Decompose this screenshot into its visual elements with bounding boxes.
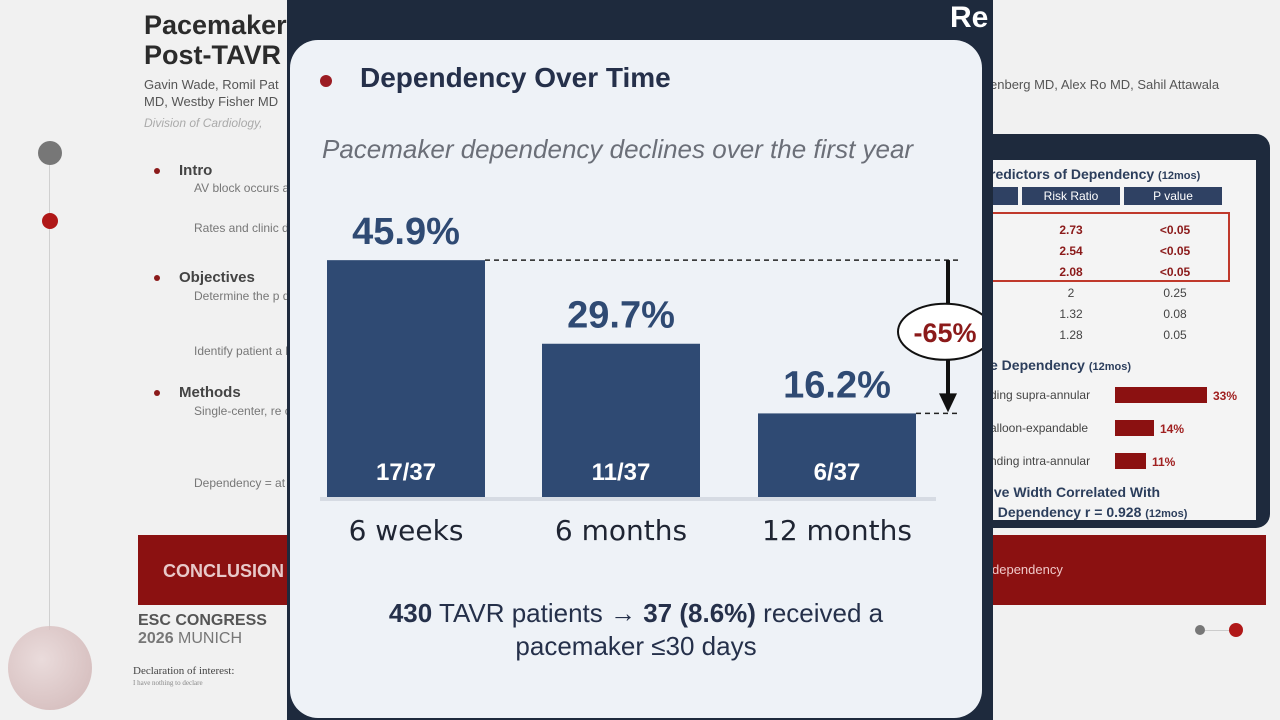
valve-bar-label: alloon-expandable <box>990 421 1089 435</box>
table-cell-p-value: <0.05 <box>1159 244 1191 258</box>
table-cell-p-value: <0.05 <box>1159 265 1191 279</box>
slide-subtitle: Pacemaker dependency declines over the f… <box>322 134 914 164</box>
declaration-title: Declaration of interest: <box>133 665 235 677</box>
valve-bar-value: 11% <box>1152 455 1176 469</box>
table-cell-p-value: 0.08 <box>1163 307 1187 321</box>
timeline-line <box>49 150 50 630</box>
chart-category-label: 12 months <box>762 514 912 547</box>
timeline-dot-gray[interactable] <box>38 141 62 165</box>
footer-summary-line2: pacemaker ≤30 days <box>515 631 757 661</box>
table-cell-risk-ratio: 2.54 <box>1059 244 1083 258</box>
poster-bullet: Identify patient a long-term deper <box>194 344 290 359</box>
valve-bar-value: 33% <box>1213 389 1238 403</box>
poster-bullet: Determine the p dependent patie 12 month… <box>194 289 290 304</box>
valve-bar-label: nding intra-annular <box>990 454 1091 468</box>
valve-type-title: e Dependency (12mos) <box>990 357 1132 373</box>
chart-inner-label: 11/37 <box>592 459 651 486</box>
valve-bar <box>1115 453 1146 469</box>
chart-value-label: 16.2% <box>783 364 891 406</box>
esc-congress-year: 2026 MUNICH <box>138 630 243 647</box>
table-cell-p-value: 0.05 <box>1163 328 1187 342</box>
table-cell-risk-ratio: 1.28 <box>1059 328 1083 342</box>
poster-authors-right: enberg MD, Alex Ro MD, Sahil Attawala <box>990 77 1220 92</box>
conclusion-banner: CONCLUSION <box>138 535 298 605</box>
table-cell-risk-ratio: 2 <box>1067 286 1075 300</box>
chart-bar <box>542 343 700 497</box>
predictors-title: redictors of Dependency (12mos) <box>990 166 1201 182</box>
table-cell-risk-ratio: 2.73 <box>1059 223 1083 237</box>
table-header-risk-ratio: Risk Ratio <box>1022 187 1120 205</box>
chart-inner-label: 17/37 <box>376 459 436 486</box>
bullet-dot-icon <box>320 75 332 87</box>
poster-bullet: Single-center, re consecutive pati with … <box>194 404 290 419</box>
table-header-blank <box>990 187 1018 205</box>
chart-category-label: 6 weeks <box>349 514 464 547</box>
valve-bar <box>1115 420 1154 436</box>
chart-value-label: 29.7% <box>567 295 675 337</box>
table-cell-p-value: <0.05 <box>1159 223 1191 237</box>
timeline-dot-red[interactable] <box>42 213 58 229</box>
dependency-bar-chart: 45.9% 17/37 6 weeks 29.7% 11/37 6 months 16.2%… <box>320 211 982 547</box>
chart-bar <box>758 413 916 497</box>
chart-inner-label: 6/37 <box>814 459 861 486</box>
table-cell-risk-ratio: 1.32 <box>1059 307 1083 321</box>
table-cell-risk-ratio: 2.08 <box>1059 265 1083 279</box>
nav-dot-prev[interactable] <box>1195 625 1205 635</box>
poster-section-methods: Methods <box>154 384 241 401</box>
poster-division: Division of Cardiology, <box>144 116 263 130</box>
nav-line <box>1205 630 1229 631</box>
chart-annotation-bubble <box>897 302 982 361</box>
declaration-text: I have nothing to declare <box>133 679 203 687</box>
poster-bullet: Dependency = at follow-up. Pre square te… <box>194 476 290 491</box>
poster-title: Pacemaker Post-TAVR <box>144 10 287 70</box>
poster-section-objectives: Objectives <box>154 269 255 286</box>
valve-bar <box>1115 387 1207 403</box>
chart-bar <box>327 260 485 497</box>
poster-authors-left: Gavin Wade, Romil Pat MD, Westby Fisher … <box>144 77 279 109</box>
nav-dot-current[interactable] <box>1229 623 1243 637</box>
esc-congress-label: ESC CONGRESS <box>138 612 267 629</box>
valve-bar-label: ding supra-annular <box>990 388 1091 402</box>
right-conclusion-strip: dependency <box>990 535 1266 605</box>
footer-summary-line1: 430 TAVR patients → 37 (8.6%) received a <box>388 598 884 628</box>
valve-bar-value: 14% <box>1160 422 1185 436</box>
poster-bullet: AV block occurs after TAVR lead <box>194 181 290 196</box>
chart-category-label: 6 months <box>555 514 687 547</box>
table-cell-p-value: 0.25 <box>1163 286 1187 300</box>
slide-title: Dependency Over Time <box>360 62 671 93</box>
chart-arrow-head-icon <box>939 393 957 413</box>
poster-bullet: Rates and clinic dependency are <box>194 221 290 236</box>
table-header-p-value: P value <box>1124 187 1222 205</box>
chart-annotation-label: -65% <box>913 318 976 348</box>
chart-baseline <box>320 497 936 501</box>
valve-width-caption: lve Width Correlated With l Dependency r… <box>990 484 1188 520</box>
significant-rows-highlight <box>990 212 1230 282</box>
frame-header-text: Re <box>950 1 989 34</box>
globe-logo-icon <box>8 626 92 710</box>
chart-value-label: 45.9% <box>352 211 460 253</box>
poster-section-intro: Intro <box>154 162 212 179</box>
